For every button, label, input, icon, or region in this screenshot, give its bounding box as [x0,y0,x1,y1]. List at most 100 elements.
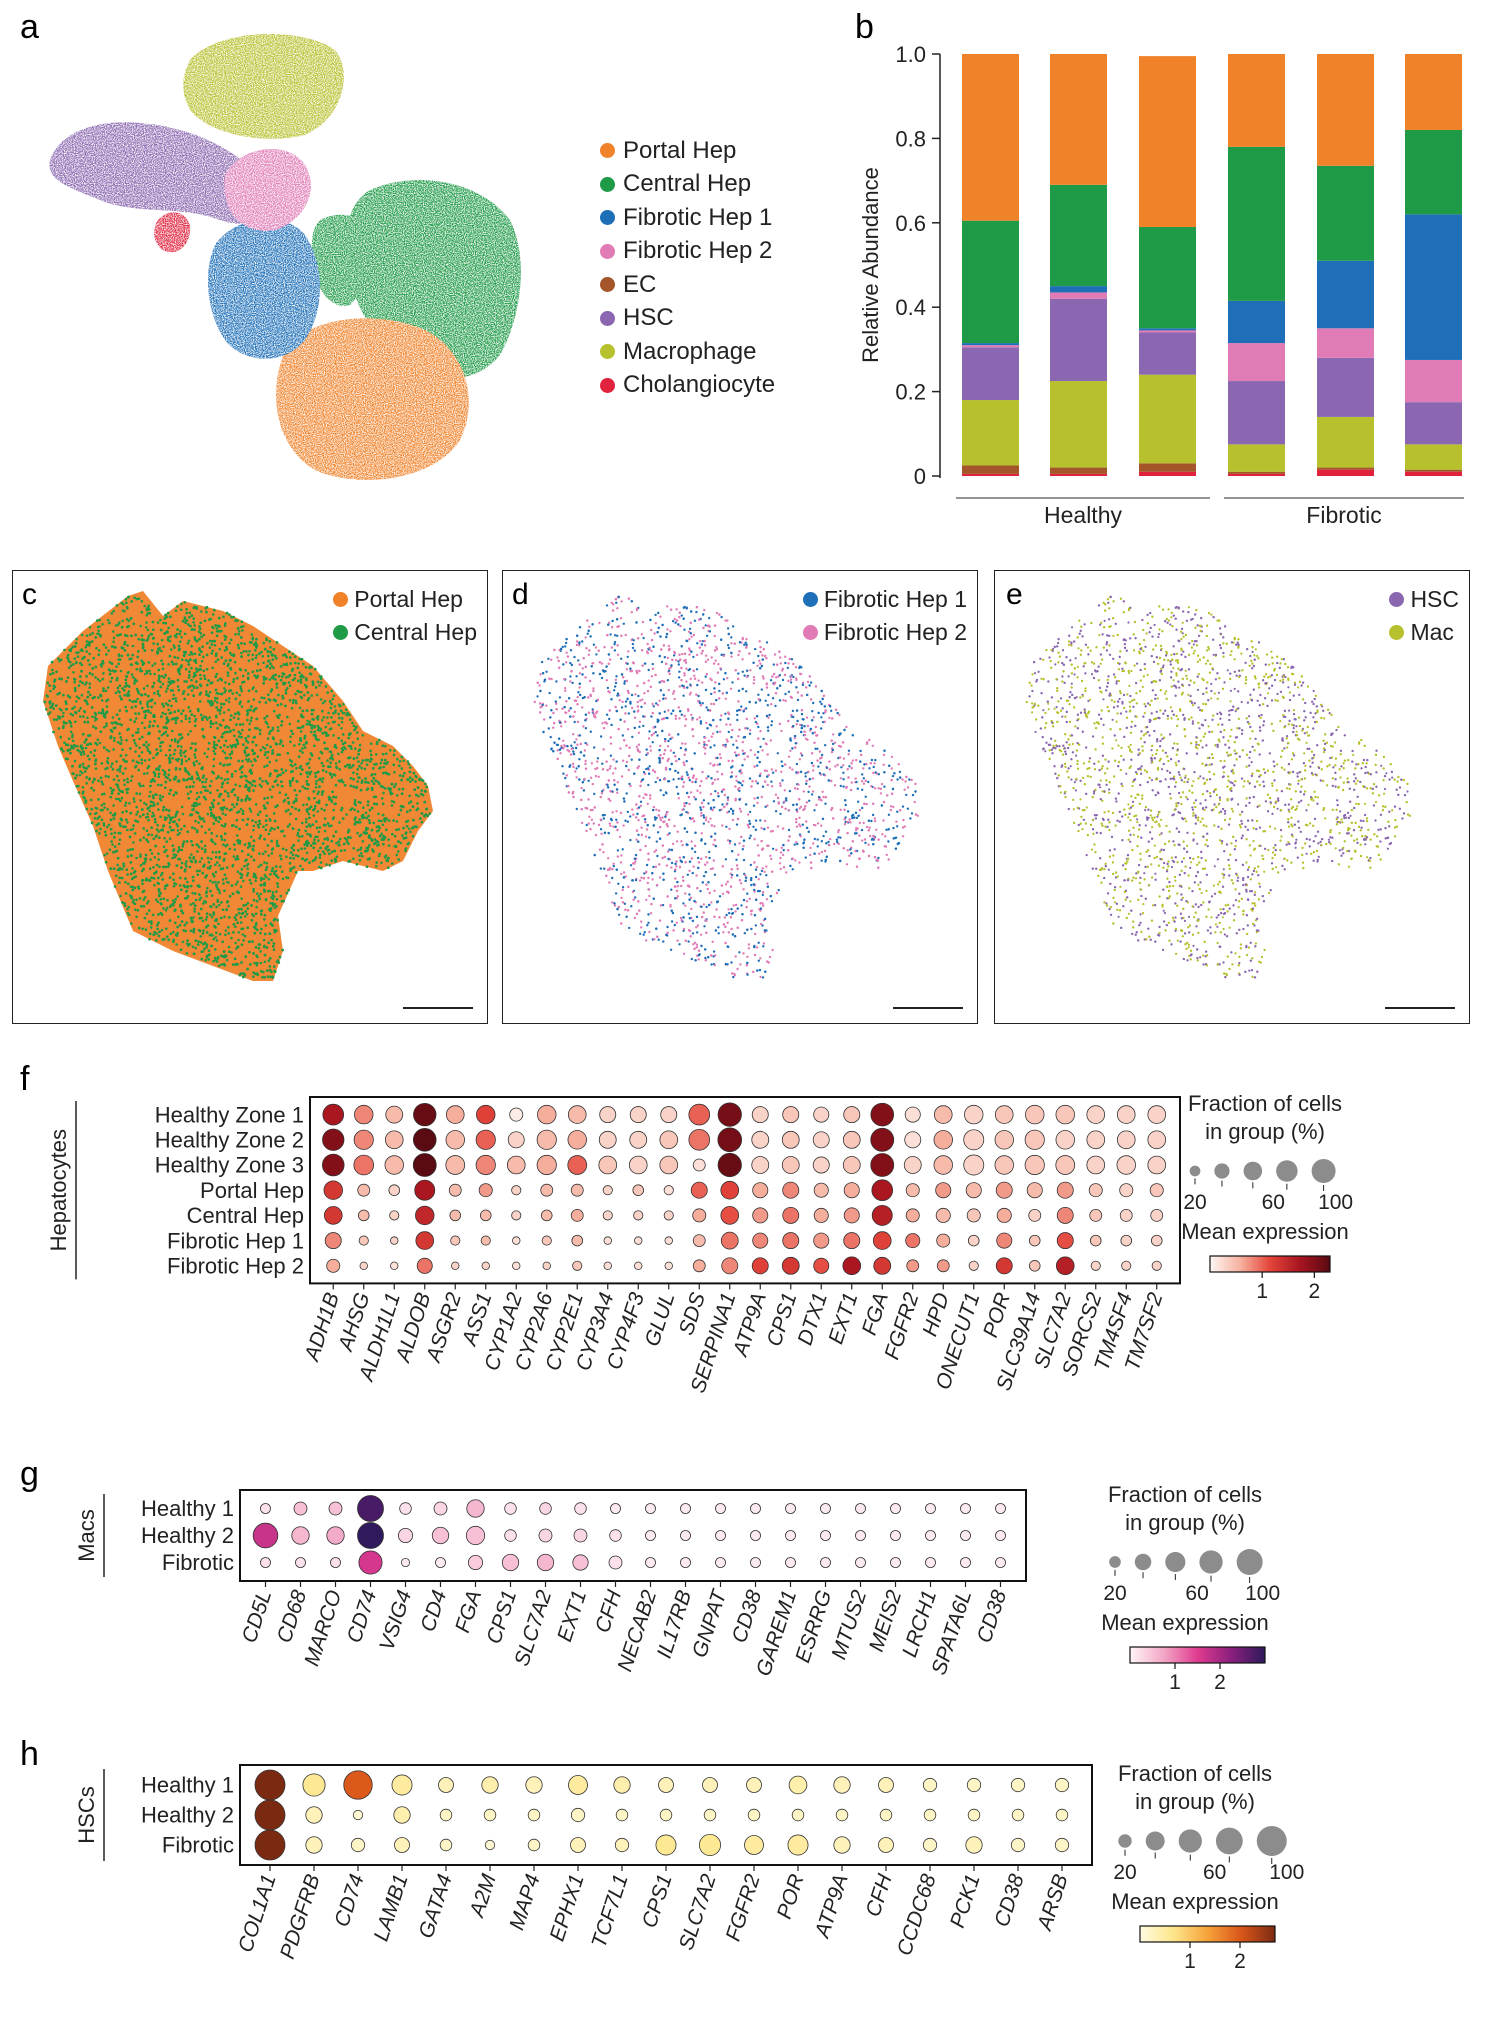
cell-dot [86,743,89,746]
cell-dot [77,651,80,654]
cell-dot [121,790,124,793]
cell-dot [195,797,199,801]
cell-dot [264,720,268,724]
cell-dot [377,780,380,784]
cell-dot [135,687,139,691]
cell-dot [382,771,385,775]
cell-dot [266,975,270,978]
cell-dot [133,680,137,683]
cell-dot [121,609,125,612]
cell-dot [421,793,425,797]
cell-dot [58,691,61,695]
cell-dot [110,676,114,680]
cell-dot [193,624,196,627]
cell-dot [224,844,228,848]
cell-dot [217,881,220,884]
cell-dot [347,836,350,839]
cell-dot [137,754,141,758]
cell-dot [321,790,325,793]
cell-dot [337,736,340,740]
cell-dot [108,848,112,851]
cell-dot [381,823,385,827]
cell-dot [366,800,370,803]
cell-dot [186,880,189,884]
cell-dot [113,721,117,724]
cell-dot [291,764,294,768]
cell-dot [353,728,356,732]
cell-dot [358,854,361,857]
cell-dot [344,765,347,768]
cell-dot [312,790,316,793]
cell-dot [179,876,182,880]
cell-dot [149,804,153,808]
cell-dot [220,824,224,827]
cell-dot [74,711,77,714]
cell-dot [214,851,218,854]
cell-dot [328,750,332,753]
cell-dot [128,685,131,688]
cell-dot [157,647,160,651]
cell-dot [142,827,145,830]
cell-dot [368,836,371,839]
cell-dot [101,808,104,812]
cell-dot [326,747,329,751]
cell-dot [203,715,206,718]
cell-dot [248,728,251,731]
cell-dot [215,627,219,630]
cell-dot [288,699,292,702]
cell-dot [120,646,124,649]
cell-dot [86,702,89,706]
cell-dot [127,905,131,909]
cell-dot [140,634,144,637]
cell-dot [160,659,163,663]
cell-dot [285,848,288,852]
cell-dot [248,722,251,726]
cell-dot [368,857,371,861]
cell-dot [269,975,272,979]
cell-dot [316,770,320,774]
cell-dot [297,839,300,842]
cell-dot [291,853,295,857]
cell-dot [50,660,54,664]
cell-dot [223,915,226,919]
cell-dot [355,756,359,759]
cell-dot [161,871,164,875]
cell-dot [142,898,145,901]
cell-dot [197,795,201,799]
cell-dot [112,817,116,820]
cell-dot [308,758,312,761]
cell-dot [198,653,201,656]
cell-dot [339,779,343,783]
cell-dot [245,746,249,749]
cell-dot [224,852,228,855]
cell-dot [295,701,298,705]
cell-dot [227,926,230,929]
cell-dot [382,842,385,846]
cell-dot [298,706,302,710]
cell-dot [137,637,140,641]
cell-dot [193,719,197,723]
cell-dot [211,872,215,876]
cell-dot [381,744,385,748]
cell-dot [153,672,156,676]
cell-dot [158,765,161,768]
bar-segment-fibrotic_hep_1 [1139,328,1196,331]
cell-dot [264,868,268,871]
cell-dot [159,749,163,752]
cell-dot [194,742,197,746]
cell-dot [191,891,194,895]
bar-segment-fibrotic_hep_1 [1050,286,1107,293]
cell-dot [171,623,174,627]
cell-dot [264,780,268,783]
cell-dot [153,818,157,821]
cell-dot [317,790,320,794]
panel-letter-a: a [20,8,39,46]
cell-dot [209,879,212,883]
cell-dot [249,810,253,813]
cell-dot [193,674,196,677]
cell-dot [230,615,233,619]
cell-dot [129,828,133,832]
cell-dot [99,827,102,831]
cell-dot [153,856,157,859]
cell-dot [217,629,220,633]
